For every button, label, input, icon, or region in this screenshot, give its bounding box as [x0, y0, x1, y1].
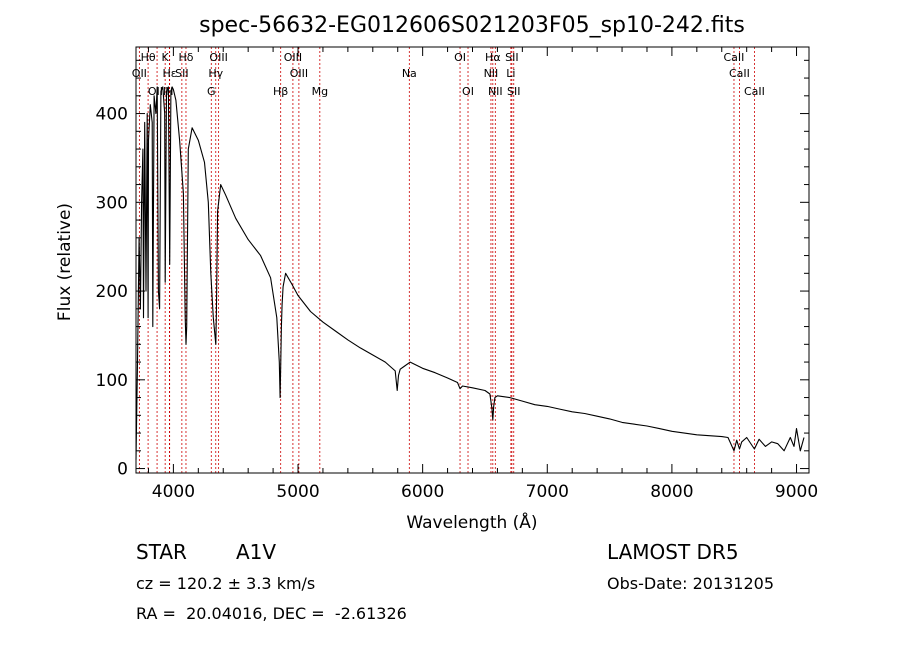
redshift-velocity: cz = 120.2 ± 3.3 km/s [136, 574, 316, 593]
x-tick-label: 9000 [775, 482, 818, 502]
marker-label: OIII [209, 51, 227, 64]
x-axis-label: Wavelength (Å) [406, 511, 537, 533]
spectrum-line [135, 86, 805, 460]
y-tick-label: 100 [96, 371, 128, 391]
marker-label: OIII [290, 67, 308, 80]
y-axis-label: Flux (relative) [55, 203, 75, 321]
marker-label: CaII [724, 51, 745, 64]
marker-label: Hγ [208, 67, 223, 80]
y-axis-ticks: 0 100 200 300 400 [96, 59, 809, 480]
marker-label: H [165, 85, 173, 98]
spectral-subclass: A1V [236, 540, 277, 564]
marker-label: Mg [312, 85, 328, 98]
marker-label: SII [507, 85, 520, 98]
marker-label: G [207, 85, 216, 98]
marker-label: Hδ [178, 51, 193, 64]
y-tick-label: 400 [96, 105, 128, 125]
x-tick-label: 4000 [152, 482, 195, 502]
coordinates: RA = 20.04016, DEC = -2.61326 [136, 604, 407, 623]
y-tick-label: 300 [96, 193, 128, 213]
survey-name: LAMOST DR5 [607, 540, 739, 564]
observation-date: Obs-Date: 20131205 [607, 574, 775, 593]
marker-label: OI [454, 51, 466, 64]
x-tick-label: 8000 [650, 482, 693, 502]
marker-label: Li [506, 67, 515, 80]
y-tick-label: 0 [117, 460, 128, 480]
spectral-class: STAR [136, 540, 187, 564]
marker-label: SII [175, 67, 188, 80]
x-tick-label: 5000 [276, 482, 319, 502]
marker-label: NII [484, 67, 499, 80]
marker-label: K [162, 51, 170, 64]
x-tick-label: 7000 [526, 482, 569, 502]
marker-label: OIII [284, 51, 302, 64]
y-tick-label: 200 [96, 282, 128, 302]
marker-label: CaII [729, 67, 750, 80]
marker-label: OI [462, 85, 474, 98]
emission-line-markers [138, 47, 755, 473]
marker-label: NII [488, 85, 503, 98]
marker-label: Hα [485, 51, 501, 64]
plot-frame [135, 46, 810, 474]
marker-label: Na [402, 67, 417, 80]
marker-label: Hθ [141, 51, 156, 64]
x-axis-ticks: 4000 5000 6000 7000 8000 9000 [147, 47, 818, 502]
marker-label: CaII [744, 85, 765, 98]
marker-label: Hε [163, 67, 177, 80]
x-tick-label: 6000 [401, 482, 444, 502]
chart-title: spec-56632-EG012606S021203F05_sp10-242.f… [199, 13, 745, 38]
marker-label: SII [505, 51, 518, 64]
marker-label: Hβ [273, 85, 288, 98]
